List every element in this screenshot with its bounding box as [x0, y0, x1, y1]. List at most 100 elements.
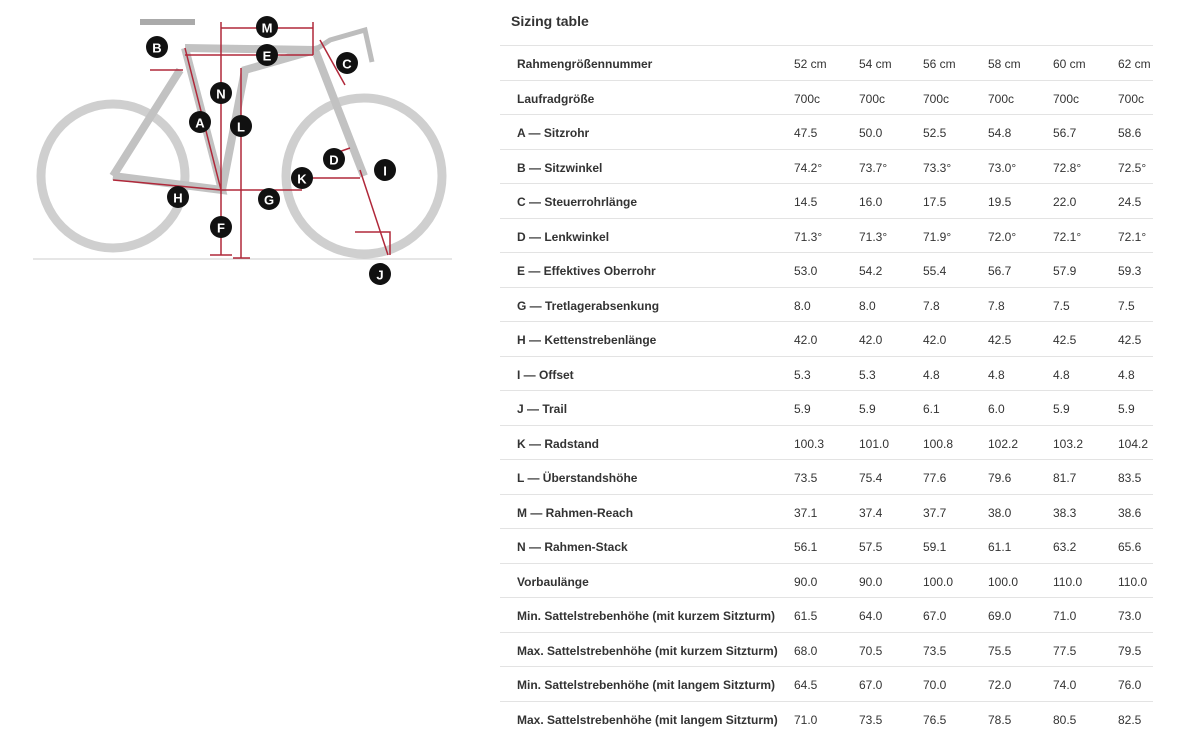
cell-value: 61.1 — [988, 540, 1011, 554]
label-letter: H — [173, 191, 182, 206]
cell-value: 65.6 — [1118, 540, 1141, 554]
cell-value: 68.0 — [794, 644, 817, 658]
cell-value: 22.0 — [1053, 195, 1076, 209]
cell-value: 64.5 — [794, 678, 817, 692]
row-label: E — Effektives Oberrohr — [517, 264, 656, 278]
cell-value: 6.1 — [923, 402, 940, 416]
cell-value: 60 cm — [1053, 57, 1086, 71]
label-letter: D — [329, 153, 338, 168]
cell-value: 5.9 — [1053, 402, 1070, 416]
cell-value: 4.8 — [988, 368, 1005, 382]
cell-value: 90.0 — [859, 575, 882, 589]
cell-value: 100.3 — [794, 437, 824, 451]
cell-value: 700c — [1118, 92, 1144, 106]
cell-value: 7.5 — [1118, 299, 1135, 313]
cell-value: 80.5 — [1053, 713, 1076, 727]
cell-value: 73.5 — [859, 713, 882, 727]
row-label: K — Radstand — [517, 437, 599, 451]
cell-value: 54.8 — [988, 126, 1011, 140]
cell-value: 57.9 — [1053, 264, 1076, 278]
row-label: C — Steuerrohrlänge — [517, 195, 637, 209]
cell-value: 14.5 — [794, 195, 817, 209]
cell-value: 5.3 — [794, 368, 811, 382]
row-label: Min. Sattelstrebenhöhe (mit kurzem Sitzt… — [517, 609, 775, 623]
cell-value: 75.5 — [988, 644, 1011, 658]
cell-value: 78.5 — [988, 713, 1011, 727]
cell-value: 58.6 — [1118, 126, 1141, 140]
row-label: L — Überstandshöhe — [517, 471, 637, 485]
row-label: Min. Sattelstrebenhöhe (mit langem Sitzt… — [517, 678, 775, 692]
cell-value: 57.5 — [859, 540, 882, 554]
cell-value: 76.0 — [1118, 678, 1141, 692]
cell-value: 5.9 — [859, 402, 876, 416]
cell-value: 72.1° — [1053, 230, 1081, 244]
cell-value: 700c — [988, 92, 1014, 106]
cell-value: 73.0° — [988, 161, 1016, 175]
cell-value: 53.0 — [794, 264, 817, 278]
cell-value: 70.5 — [859, 644, 882, 658]
row-label: N — Rahmen-Stack — [517, 540, 628, 554]
cell-value: 73.5 — [923, 644, 946, 658]
label-letter: G — [264, 193, 274, 208]
row-label: Max. Sattelstrebenhöhe (mit kurzem Sitzt… — [517, 644, 778, 658]
cell-value: 72.5° — [1118, 161, 1146, 175]
cell-value: 110.0 — [1118, 575, 1147, 589]
row-label: B — Sitzwinkel — [517, 161, 602, 175]
cell-value: 52 cm — [794, 57, 827, 71]
cell-value: 4.8 — [1053, 368, 1070, 382]
row-label: I — Offset — [517, 368, 574, 382]
cell-value: 52.5 — [923, 126, 946, 140]
cell-value: 54.2 — [859, 264, 882, 278]
cell-value: 100.0 — [988, 575, 1018, 589]
cell-value: 64.0 — [859, 609, 882, 623]
row-label: D — Lenkwinkel — [517, 230, 609, 244]
cell-value: 38.6 — [1118, 506, 1141, 520]
cell-value: 700c — [1053, 92, 1079, 106]
cell-value: 47.5 — [794, 126, 817, 140]
cell-value: 77.6 — [923, 471, 946, 485]
cell-value: 50.0 — [859, 126, 882, 140]
cell-value: 56.1 — [794, 540, 817, 554]
label-letter: K — [297, 172, 307, 187]
table-row: Min. Sattelstrebenhöhe (mit kurzem Sitzt… — [500, 597, 1153, 632]
cell-value: 56 cm — [923, 57, 956, 71]
cell-value: 67.0 — [859, 678, 882, 692]
cell-value: 104.2 — [1118, 437, 1148, 451]
label-letter: B — [152, 41, 161, 56]
cell-value: 79.5 — [1118, 644, 1141, 658]
label-letter: E — [263, 49, 272, 64]
label-letter: N — [216, 87, 225, 102]
cell-value: 42.5 — [1118, 333, 1141, 347]
cell-value: 70.0 — [923, 678, 946, 692]
cell-value: 37.7 — [923, 506, 946, 520]
cell-value: 71.3° — [859, 230, 887, 244]
cell-value: 76.5 — [923, 713, 946, 727]
cell-value: 56.7 — [1053, 126, 1076, 140]
cell-value: 100.0 — [923, 575, 953, 589]
cell-value: 16.0 — [859, 195, 882, 209]
cell-value: 42.5 — [988, 333, 1011, 347]
cell-value: 42.0 — [794, 333, 817, 347]
cell-value: 38.0 — [988, 506, 1011, 520]
cell-value: 103.2 — [1053, 437, 1083, 451]
cell-value: 73.7° — [859, 161, 887, 175]
cell-value: 63.2 — [1053, 540, 1076, 554]
cell-value: 42.0 — [859, 333, 882, 347]
row-label: Vorbaulänge — [517, 575, 589, 589]
cell-value: 82.5 — [1118, 713, 1141, 727]
cell-value: 24.5 — [1118, 195, 1141, 209]
cell-value: 37.1 — [794, 506, 817, 520]
bike-drawing — [33, 22, 452, 259]
cell-value: 71.0 — [794, 713, 817, 727]
cell-value: 7.8 — [923, 299, 940, 313]
cell-value: 67.0 — [923, 609, 946, 623]
table-row: Min. Sattelstrebenhöhe (mit langem Sitzt… — [500, 666, 1153, 701]
